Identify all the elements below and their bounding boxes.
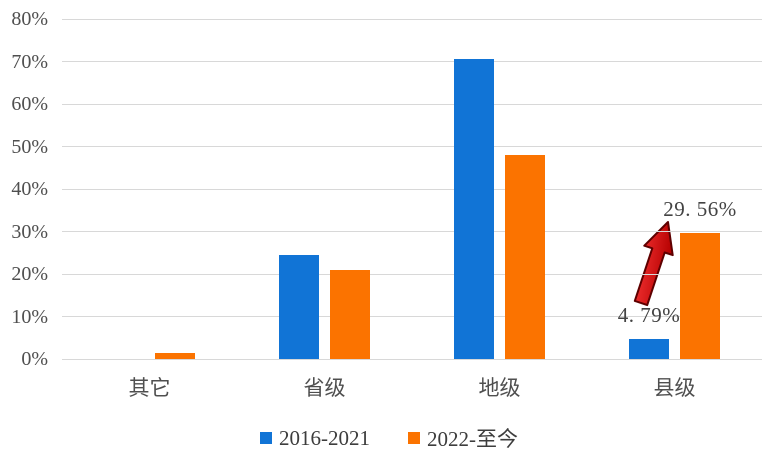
gridline (62, 188, 762, 190)
y-axis-tick-label: 30% (11, 220, 48, 243)
y-axis-tick-label: 10% (11, 305, 48, 328)
y-axis-tick-label: 0% (21, 348, 48, 370)
bar (279, 254, 319, 359)
legend-item: 2022-至今 (408, 423, 518, 453)
y-axis-tick-label: 50% (11, 135, 48, 158)
legend-swatch-blue (260, 432, 272, 444)
legend-swatch-orange (408, 432, 420, 444)
gridline (62, 273, 762, 275)
x-axis-category-label: 其它 (128, 376, 171, 400)
y-axis-tick-label: 70% (11, 50, 48, 73)
bar (454, 59, 494, 359)
bar (155, 353, 195, 359)
increase-arrow-icon (633, 221, 674, 307)
legend-item: 2016-2021 (260, 426, 370, 451)
y-axis-tick-label: 20% (11, 263, 48, 285)
y-axis-tick-label: 80% (11, 8, 48, 30)
bar (629, 338, 669, 359)
y-axis-tick-label: 60% (11, 93, 48, 115)
gridline (62, 358, 762, 360)
gridline (62, 231, 762, 232)
gridline (62, 18, 762, 20)
bar (680, 233, 720, 359)
gridline (62, 103, 762, 105)
legend-label: 2016-2021 (279, 425, 370, 450)
x-axis-category-label: 省级 (303, 376, 346, 400)
x-axis-category-label: 县级 (653, 376, 696, 400)
y-axis-tick-label: 40% (11, 178, 48, 200)
bar (505, 155, 545, 359)
data-label: 29. 56% (663, 197, 737, 222)
bar (330, 269, 370, 359)
gridline (62, 146, 762, 147)
legend-label: 2022-至今 (427, 427, 518, 451)
data-label: 4. 79% (617, 302, 681, 327)
x-axis-category-label: 地级 (478, 376, 521, 400)
gridline (62, 61, 762, 62)
legend: 2016-2021 2022-至今 (0, 423, 778, 453)
gridline (62, 316, 762, 317)
